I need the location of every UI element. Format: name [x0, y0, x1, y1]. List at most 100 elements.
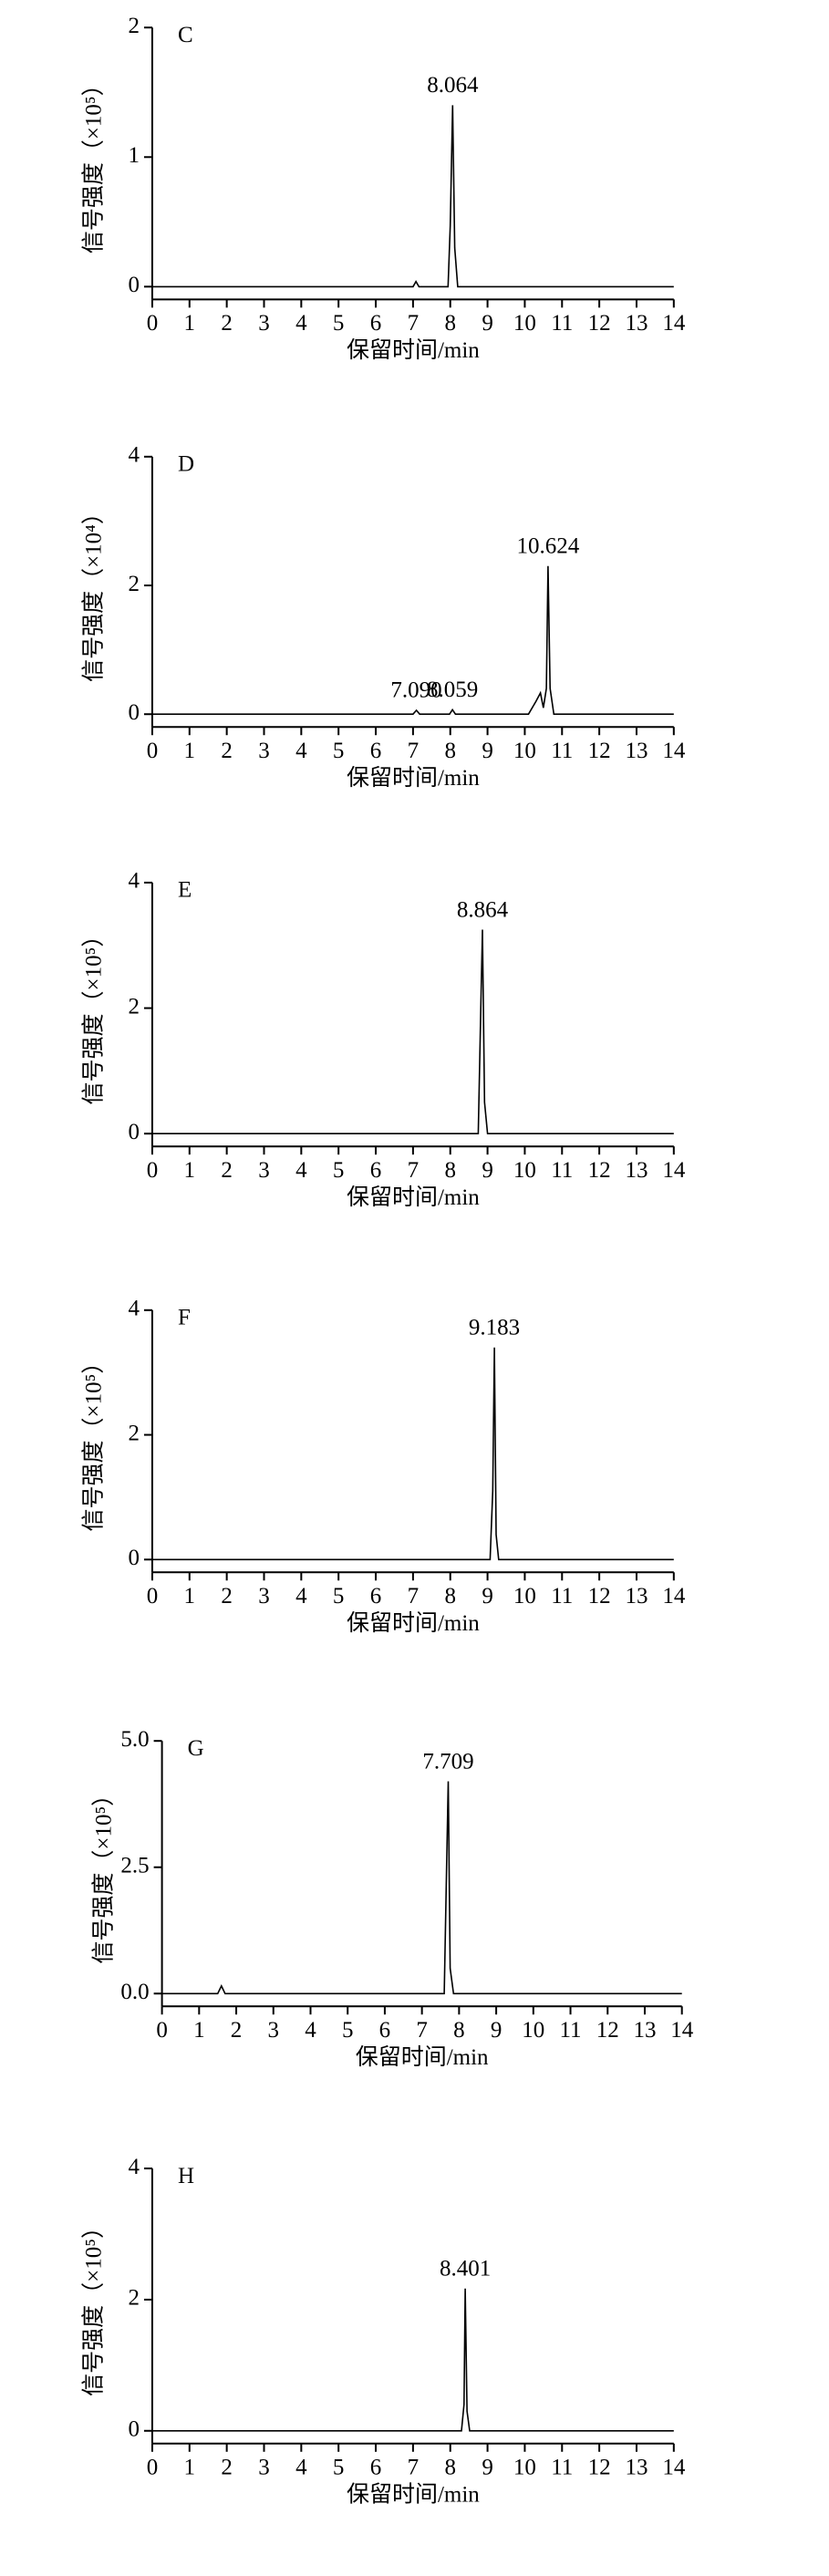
peak-label: 7.709: [422, 1749, 473, 1774]
x-tick-label: 6: [370, 2456, 382, 2480]
panel-label: D: [178, 452, 194, 477]
x-tick-label: 6: [379, 2018, 391, 2043]
x-tick-label: 6: [370, 1584, 382, 1609]
x-tick-label: 7: [408, 311, 420, 336]
x-axis-label: 保留时间/min: [347, 1610, 480, 1636]
y-tick-label: 4: [128, 1297, 140, 1321]
x-tick-label: 7: [408, 2456, 420, 2480]
x-tick-label: 14: [662, 739, 686, 763]
y-tick-label: 4: [128, 2155, 140, 2179]
y-tick-label: 0: [128, 700, 140, 725]
x-tick-label: 5: [333, 1584, 345, 1609]
x-tick-label: 14: [670, 2018, 694, 2043]
x-tick-label: 14: [662, 1584, 686, 1609]
trace: [151, 929, 674, 1134]
x-tick-label: 14: [662, 311, 686, 336]
x-tick-label: 7: [408, 1158, 420, 1183]
x-tick-label: 8: [444, 2456, 456, 2480]
y-tick-label: 2: [128, 994, 140, 1019]
x-tick-label: 12: [588, 1158, 611, 1183]
x-tick-label: 11: [551, 1158, 573, 1183]
x-tick-label: 0: [147, 739, 159, 763]
x-tick-label: 4: [295, 1584, 307, 1609]
peak-label: 8.064: [427, 73, 479, 98]
x-tick-label: 1: [184, 1158, 196, 1183]
x-tick-label: 11: [551, 739, 573, 763]
x-tick-label: 11: [551, 2456, 573, 2480]
x-tick-label: 3: [258, 1158, 270, 1183]
x-tick-label: 7: [408, 1584, 420, 1609]
x-tick-label: 12: [596, 2018, 619, 2043]
x-tick-label: 1: [184, 1584, 196, 1609]
x-tick-label: 4: [295, 739, 307, 763]
peak-label: 8.401: [440, 2256, 491, 2281]
y-tick-label: 0.0: [120, 1980, 149, 2004]
y-axis-label: 信号强度（×10⁴）: [81, 502, 107, 682]
x-axis-label: 保留时间/min: [347, 337, 480, 363]
panel-label: E: [178, 878, 192, 903]
x-tick-label: 8: [444, 1584, 456, 1609]
x-tick-label: 11: [559, 2018, 581, 2043]
panel-label: C: [178, 23, 193, 47]
x-tick-label: 3: [258, 739, 270, 763]
x-tick-label: 1: [184, 2456, 196, 2480]
x-tick-label: 5: [342, 2018, 354, 2043]
y-tick-label: 2: [128, 572, 140, 596]
x-tick-label: 7: [416, 2018, 428, 2043]
x-tick-label: 2: [221, 1158, 233, 1183]
x-tick-label: 9: [482, 1584, 493, 1609]
x-tick-label: 13: [625, 739, 648, 763]
x-tick-label: 3: [258, 311, 270, 336]
y-axis-label: 信号强度（×10⁵）: [81, 73, 107, 253]
x-tick-label: 8: [444, 311, 456, 336]
y-tick-label: 0: [128, 2417, 140, 2442]
x-tick-label: 13: [625, 1158, 648, 1183]
peak-label: 10.624: [517, 534, 580, 559]
x-tick-label: 2: [231, 2018, 243, 2043]
x-tick-label: 0: [147, 1584, 159, 1609]
x-tick-label: 4: [295, 311, 307, 336]
x-tick-label: 14: [662, 1158, 686, 1183]
panel-label: H: [178, 2164, 194, 2188]
x-axis-label: 保留时间/min: [347, 765, 480, 791]
x-axis-label: 保留时间/min: [356, 2044, 489, 2070]
x-tick-label: 8: [444, 739, 456, 763]
x-axis-label: 保留时间/min: [347, 1185, 480, 1210]
x-tick-label: 3: [258, 2456, 270, 2480]
x-axis-label: 保留时间/min: [347, 2482, 480, 2508]
y-axis-label: 信号强度（×10⁵）: [81, 925, 107, 1105]
y-axis-label: 信号强度（×10⁵）: [81, 1351, 107, 1532]
x-tick-label: 4: [295, 1158, 307, 1183]
x-tick-label: 2: [221, 1584, 233, 1609]
x-tick-label: 8: [444, 1158, 456, 1183]
x-tick-label: 10: [513, 311, 536, 336]
x-tick-label: 2: [221, 311, 233, 336]
x-tick-label: 5: [333, 311, 345, 336]
x-tick-label: 10: [522, 2018, 544, 2043]
x-tick-label: 3: [268, 2018, 280, 2043]
x-tick-label: 4: [305, 2018, 316, 2043]
x-tick-label: 12: [588, 2456, 611, 2480]
x-tick-label: 2: [221, 739, 233, 763]
x-tick-label: 6: [370, 739, 382, 763]
y-axis-label: 信号强度（×10⁵）: [90, 1784, 116, 1964]
x-tick-label: 0: [147, 1158, 159, 1183]
y-axis-label: 信号强度（×10⁵）: [81, 2216, 107, 2396]
x-tick-label: 12: [588, 311, 611, 336]
x-tick-label: 4: [295, 2456, 307, 2480]
x-tick-label: 8: [453, 2018, 465, 2043]
x-tick-label: 10: [513, 2456, 536, 2480]
trace: [151, 565, 674, 715]
y-tick-label: 0: [128, 1546, 140, 1570]
peak-label: 8.059: [427, 678, 478, 702]
x-tick-label: 13: [625, 1584, 648, 1609]
x-tick-label: 9: [482, 2456, 493, 2480]
trace: [161, 1781, 682, 1995]
x-tick-label: 3: [258, 1584, 270, 1609]
x-tick-label: 1: [184, 311, 196, 336]
